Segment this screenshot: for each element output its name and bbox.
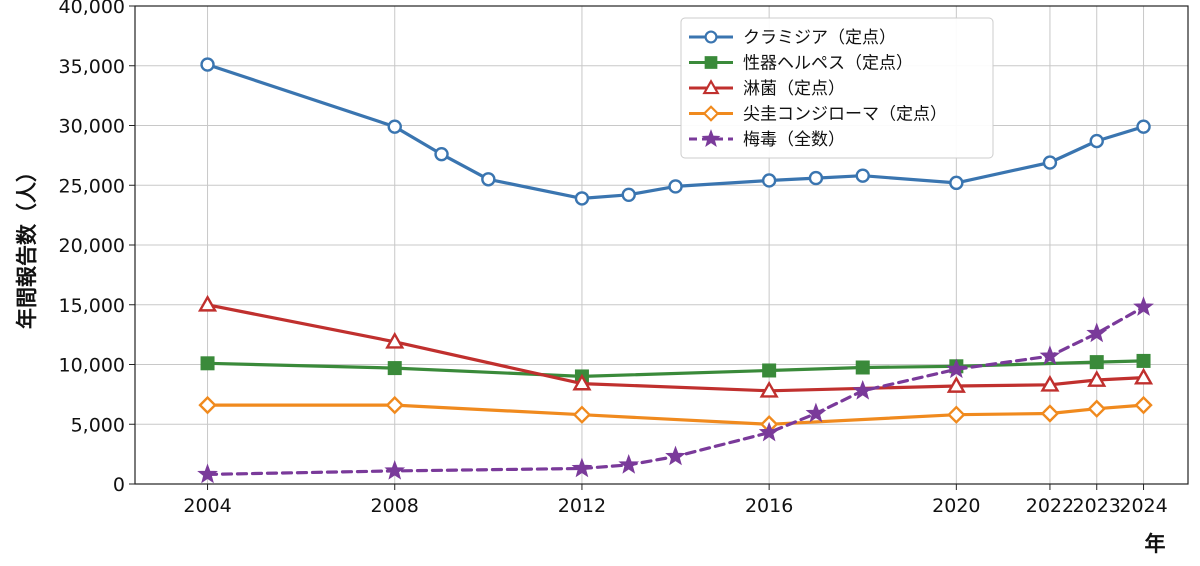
data-point: [198, 395, 217, 415]
y-tick-label: 0: [113, 474, 125, 496]
x-axis-title: 年: [1145, 532, 1166, 556]
data-point: [855, 168, 870, 183]
y-tick-label: 15,000: [59, 295, 125, 317]
x-tick-label: 2022: [1026, 495, 1074, 517]
series-line: [205, 62, 1146, 200]
data-point: [621, 187, 636, 203]
y-tick-label: 20,000: [59, 235, 125, 257]
x-tick-label: 2020: [932, 495, 980, 517]
data-point: [947, 405, 966, 424]
series-2: [200, 353, 1151, 384]
data-point: [385, 395, 404, 415]
data-point: [618, 454, 640, 474]
data-point: [200, 356, 215, 371]
data-point: [1089, 133, 1104, 149]
legend-label: 性器ヘルペス（定点）: [743, 54, 913, 74]
legend-item: 淋菌（定点）: [689, 79, 845, 99]
legend-box: [680, 17, 994, 159]
series-4: [198, 395, 1153, 434]
data-point: [571, 457, 593, 478]
series-line: [205, 403, 1146, 426]
y-tick-label: 30,000: [59, 116, 125, 138]
data-point: [1087, 399, 1106, 418]
legend-marker: [704, 56, 718, 69]
data-point: [200, 57, 215, 72]
data-point: [1136, 353, 1151, 368]
data-point: [197, 463, 218, 484]
legend-label: クラミジア（定点）: [743, 28, 896, 48]
x-tick-label: 2012: [558, 495, 606, 517]
series-5: [197, 296, 1154, 484]
data-point: [1134, 395, 1153, 415]
data-point: [949, 175, 964, 191]
x-tick-label: 2008: [371, 495, 419, 517]
legend: クラミジア（定点） 性器ヘルペス（定点） 淋菌（定点） 尖圭コンジローマ（定点） 梅毒（…: [680, 17, 994, 159]
data-point: [1133, 367, 1154, 385]
series-1: [200, 57, 1151, 206]
y-axis-title: 年間報告数（人）: [15, 161, 39, 329]
data-point: [758, 421, 780, 442]
data-point: [855, 360, 870, 375]
data-point: [481, 172, 496, 187]
y-tick-label: 5,000: [71, 414, 125, 436]
legend-marker: [701, 129, 721, 147]
data-point: [1136, 119, 1151, 134]
y-tick-label: 10,000: [59, 355, 125, 377]
data-point: [387, 361, 402, 376]
data-point: [761, 173, 777, 188]
data-point: [1087, 370, 1107, 387]
data-point: [384, 460, 406, 480]
data-point: [574, 191, 590, 206]
legend-item: 尖圭コンジローマ（定点）: [689, 105, 947, 125]
legend-marker: [704, 30, 718, 44]
series-3: [197, 294, 1154, 398]
legend-item: 梅毒（全数）: [689, 129, 845, 150]
legend-item: 性器ヘルペス（定点）: [689, 54, 913, 74]
x-tick-label: 2023: [1073, 495, 1121, 517]
data-point: [1040, 404, 1060, 423]
data-point: [385, 331, 405, 349]
y-tick-label: 40,000: [59, 0, 125, 18]
data-point: [808, 170, 824, 186]
series-line: [205, 359, 1146, 378]
legend-label: 梅毒（全数）: [743, 130, 845, 150]
data-point: [1042, 155, 1058, 170]
data-point: [805, 402, 827, 423]
y-tick-label: 35,000: [59, 56, 125, 78]
data-point: [572, 405, 592, 424]
legend-label: 淋菌（定点）: [743, 79, 845, 99]
legend-label: 尖圭コンジローマ（定点）: [743, 105, 947, 125]
x-tick-label: 2024: [1119, 495, 1167, 517]
data-point: [946, 376, 966, 393]
data-point: [1086, 322, 1108, 343]
data-point: [387, 119, 402, 134]
data-point: [665, 445, 686, 466]
data-point: [1039, 345, 1061, 365]
x-tick-label: 2016: [745, 495, 793, 517]
data-point: [759, 380, 779, 398]
data-point: [572, 373, 592, 391]
data-point: [197, 294, 218, 312]
data-point: [1133, 296, 1154, 316]
data-point: [762, 363, 777, 378]
data-point: [852, 379, 874, 400]
data-point: [1089, 355, 1104, 370]
series-layer: [197, 57, 1154, 484]
data-point: [434, 146, 449, 162]
legend-item: クラミジア（定点）: [689, 28, 896, 48]
legend-marker: [702, 105, 720, 122]
x-tick-label: 2004: [183, 495, 231, 517]
data-point: [945, 358, 967, 379]
data-point: [1040, 374, 1060, 392]
data-point: [668, 179, 683, 194]
series-line: [205, 303, 1146, 393]
y-tick-label: 25,000: [59, 175, 125, 197]
legend-marker: [702, 79, 720, 95]
series-line: [205, 305, 1146, 476]
tick-layer: 0 5,000 10,000 15,000 20,000 25,000 30,000 35,0…: [59, 0, 1168, 517]
